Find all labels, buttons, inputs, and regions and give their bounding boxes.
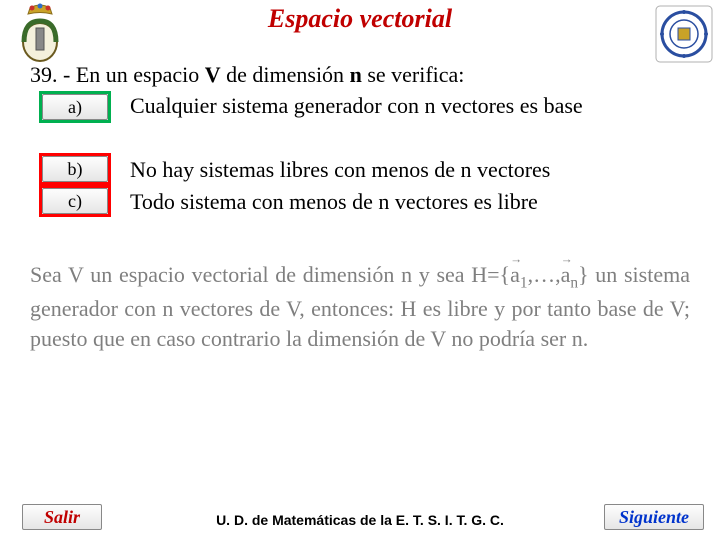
next-button-label: Siguiente [604,504,704,530]
option-c-button[interactable]: c) [42,188,108,214]
bottom-bar: Salir U. D. de Matemáticas de la E. T. S… [0,504,720,534]
explain-a1: a [510,262,520,287]
option-b-label: b) [42,156,108,182]
explain-an: a [561,262,571,287]
next-button[interactable]: Siguiente [604,504,704,530]
question-stem: 39. - En un espacio V de dimensión n se … [30,60,690,90]
page-title: Espacio vectorial [0,4,720,34]
question-text-1: En un espacio [76,62,205,87]
explain-1: Sea V un espacio vectorial de dimensión … [30,262,465,287]
slide-page: Espacio vectorial 39. - En un espacio V … [0,0,720,540]
option-a-text: Cualquier sistema generador con n vector… [130,92,700,121]
option-b-text: No hay sistemas libres con menos de n ve… [130,156,700,185]
option-c-label: c) [42,188,108,214]
explain-sn: n [570,274,578,291]
explain-mid: ,…, [528,262,561,287]
question-number: 39. - [30,62,76,87]
question-text-3: se verifica: [362,62,465,87]
explanation-text: Sea V un espacio vectorial de dimensión … [30,260,690,354]
option-b-button[interactable]: b) [42,156,108,182]
question-V: V [205,62,221,87]
option-c-text: Todo sistema con menos de n vectores es … [130,188,700,217]
option-a-label: a) [42,94,108,120]
question-text-2: de dimensión [221,62,350,87]
explain-s1: 1 [520,274,528,291]
option-a-button[interactable]: a) [42,94,108,120]
question-n: n [350,62,362,87]
explain-2-prefix: H={ [471,262,510,287]
